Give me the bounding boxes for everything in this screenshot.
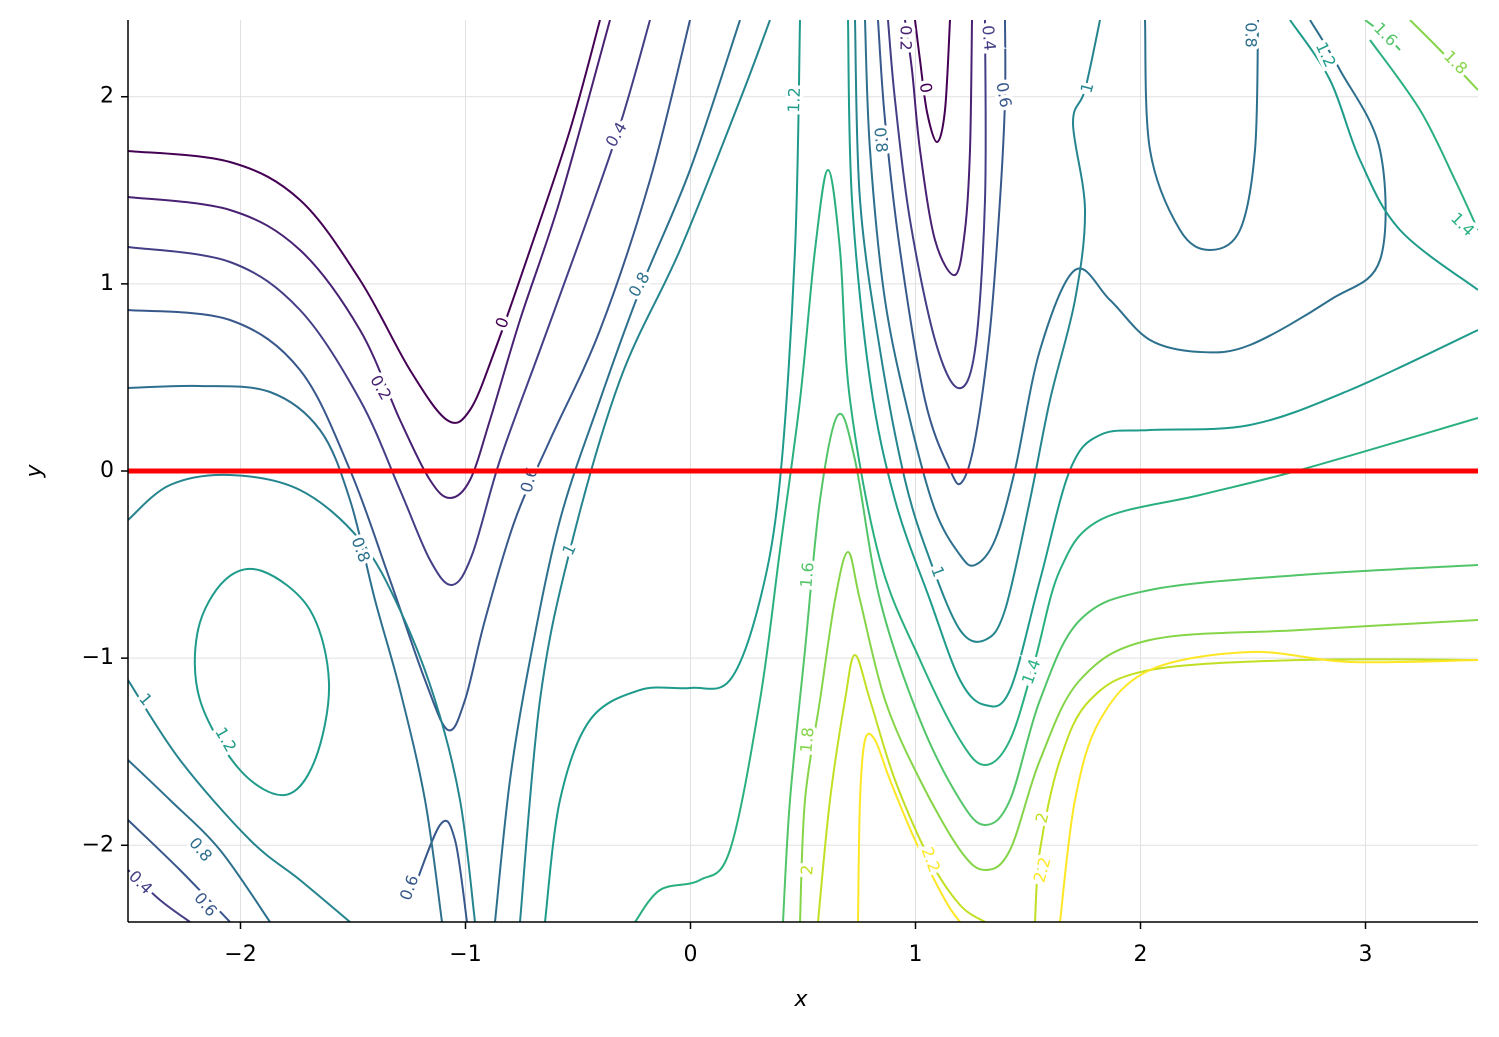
contour-label: 0.2 (897, 25, 916, 50)
y-tick-label: 1 (100, 271, 114, 296)
contour-label: 0 (491, 315, 512, 331)
contour-line (409, 819, 468, 922)
x-tick-label: 2 (1134, 942, 1148, 967)
contour-line (904, 20, 973, 277)
contour-line (634, 168, 1478, 922)
contour-label: 2 (1032, 810, 1053, 825)
y-tick-label: −1 (82, 645, 114, 670)
contour-line (1059, 650, 1478, 922)
contour-line (847, 20, 1478, 708)
contour-label: 1.2 (1312, 39, 1340, 70)
contour-label: 0.4 (978, 24, 999, 51)
x-tick-label: 3 (1359, 942, 1373, 967)
contour-line (128, 20, 691, 732)
contour-label: 1.4 (1447, 209, 1478, 240)
contour-label: 0.8 (1242, 22, 1261, 47)
contour-label: 0.6 (190, 889, 221, 921)
contour-line (1034, 658, 1478, 922)
contour-line (877, 20, 1007, 486)
contour-line (128, 819, 231, 922)
contour-label: 1.6 (796, 561, 817, 588)
contour-line (1369, 39, 1478, 231)
contour-line (1364, 20, 1401, 51)
x-tick-label: 1 (909, 942, 923, 967)
contour-line (544, 20, 801, 922)
contour-label: 2.2 (918, 844, 945, 874)
x-tick-label: 0 (684, 942, 698, 967)
contour-label: 0.8 (348, 534, 375, 564)
contour-line (128, 20, 651, 586)
contour-line (887, 20, 987, 390)
contour-line (857, 732, 961, 922)
contour-line (1289, 20, 1478, 291)
x-tick-label: −2 (224, 942, 256, 967)
contour-line (193, 567, 331, 797)
contour-line (128, 473, 476, 922)
contour-label: 0 (916, 81, 936, 94)
contour-label: 1.2 (784, 87, 804, 113)
contour-label: 1 (1077, 80, 1098, 95)
contour-label: 0.8 (625, 269, 654, 301)
contour-line (1144, 20, 1259, 252)
contour-label: 0.8 (185, 834, 216, 866)
contour-label: 1 (927, 564, 948, 580)
contour-line (128, 20, 601, 424)
contour-line (854, 20, 1101, 643)
contour-line (494, 20, 741, 922)
contour-label: 0.8 (870, 126, 891, 153)
contour-line (1409, 20, 1478, 91)
contour-line (128, 20, 611, 500)
x-axis-label: x (793, 987, 808, 1012)
contour-line (128, 759, 271, 922)
contour-label: 1 (558, 541, 580, 558)
contour-line (864, 20, 1387, 567)
contour-label: 2.2 (1030, 855, 1055, 885)
contour-line (817, 653, 986, 922)
contour-label: 1.4 (1018, 656, 1045, 686)
contour-label: 1.8 (1440, 47, 1471, 78)
contour-line (799, 550, 1478, 922)
contour-line (128, 679, 351, 922)
y-tick-label: 0 (100, 458, 114, 483)
y-axis-label: y (22, 464, 47, 479)
contour-line (128, 869, 191, 922)
x-tick-label: −1 (449, 942, 481, 967)
contour-label: 1.8 (796, 726, 817, 753)
contour-label: 2 (797, 864, 817, 876)
contour-label: 0.6 (992, 81, 1015, 109)
contour-line (782, 412, 1478, 922)
y-tick-label: 2 (100, 84, 114, 109)
contour-label: 1 (135, 689, 156, 709)
contour-line (914, 20, 951, 143)
contour-line (128, 384, 443, 922)
y-tick-label: −2 (82, 832, 114, 857)
contour-line (519, 20, 771, 922)
contour-label: 1.2 (211, 724, 240, 756)
contour-label: 0.4 (602, 119, 631, 151)
